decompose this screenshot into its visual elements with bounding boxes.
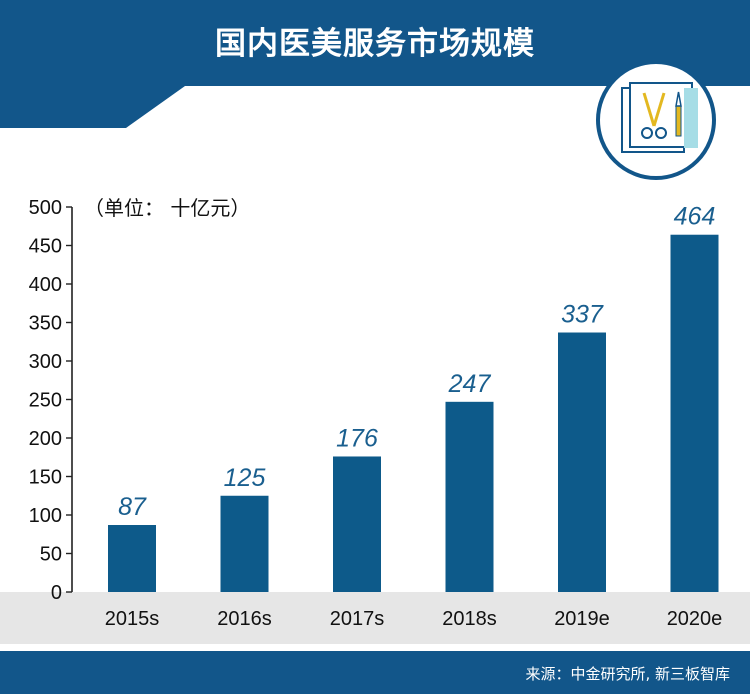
footer-band: [0, 651, 750, 694]
bar: [558, 332, 606, 592]
data-label: 87: [118, 493, 147, 521]
y-tick-label: 200: [29, 428, 62, 450]
data-label: 464: [674, 203, 716, 231]
bar-chart: 0 50 100 150 200 250 300 350 400 450 500 （单位： 十亿元） 8…: [0, 196, 750, 644]
unit-label: （单位： 十亿元）: [84, 196, 250, 220]
y-tick-label: 400: [29, 274, 62, 296]
data-label: 176: [336, 424, 378, 452]
y-tick-label: 0: [51, 582, 62, 604]
y-tick-label: 150: [29, 467, 62, 489]
y-tick-label: 250: [29, 390, 62, 412]
data-label: 125: [224, 464, 266, 492]
data-label: 247: [448, 370, 492, 398]
page-title: 国内医美服务市场规模: [215, 26, 535, 62]
y-tick-label: 100: [29, 505, 62, 527]
surgical-tools-icon: [596, 60, 716, 180]
y-tick-label: 500: [29, 197, 62, 219]
x-tick-label: 2017s: [330, 608, 385, 630]
y-tick-label: 350: [29, 313, 62, 335]
x-tick-label: 2016s: [217, 608, 272, 630]
bar: [220, 495, 269, 592]
bar: [670, 234, 719, 592]
x-axis-band: [0, 592, 750, 644]
x-tick-label: 2020e: [667, 608, 723, 630]
x-tick-label: 2015s: [105, 608, 160, 630]
bar: [108, 525, 156, 592]
bar: [333, 456, 381, 592]
data-label: 337: [561, 301, 604, 329]
x-tick-label: 2019e: [554, 608, 610, 630]
x-tick-label: 2018s: [442, 608, 497, 630]
y-tick-label: 450: [29, 236, 62, 258]
y-tick-label: 300: [29, 351, 62, 373]
bar: [445, 401, 494, 592]
source-note: 来源：中金研究所, 新三板智库: [525, 665, 730, 683]
y-tick-label: 50: [40, 544, 62, 566]
header-band: [0, 0, 750, 128]
